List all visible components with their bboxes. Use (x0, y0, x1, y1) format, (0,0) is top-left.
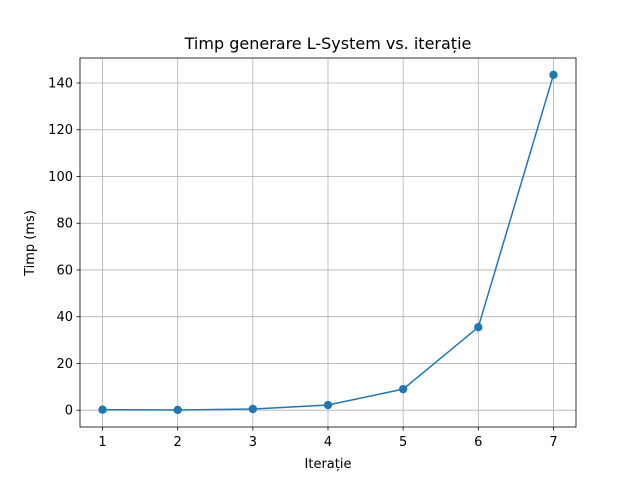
y-tick-label: 140 (48, 77, 73, 92)
y-tick-label: 20 (56, 357, 73, 372)
y-tick-label: 40 (56, 310, 73, 325)
y-axis-label: Timp (ms) (23, 210, 38, 277)
x-tick-label: 6 (474, 435, 482, 450)
x-tick-label: 5 (399, 435, 407, 450)
y-tick-label: 100 (48, 170, 73, 185)
y-tick-label: 0 (65, 404, 73, 419)
grid-lines (80, 58, 576, 427)
data-series (98, 70, 558, 415)
data-point (323, 400, 333, 410)
y-tick-label: 60 (56, 263, 73, 278)
data-point (173, 405, 182, 415)
x-tick-label: 7 (549, 435, 557, 450)
y-tick-label: 120 (48, 123, 73, 138)
x-tick-label: 4 (324, 435, 332, 450)
data-point (398, 384, 408, 394)
axes: 1 2 3 4 5 6 7 0 20 40 60 80 100 120 140 (48, 57, 577, 450)
y-tick-label: 80 (56, 217, 73, 232)
data-point (98, 405, 107, 414)
data-point (248, 404, 258, 414)
data-point (474, 323, 483, 332)
data-point (549, 70, 558, 80)
plot-frame (79, 57, 577, 428)
chart-title: Timp generare L-System vs. iterație (184, 34, 472, 53)
x-tick-label: 3 (249, 435, 257, 450)
x-axis-label: Iterație (305, 457, 352, 472)
x-tick-label: 2 (174, 435, 182, 450)
x-tick-label: 1 (98, 435, 106, 450)
